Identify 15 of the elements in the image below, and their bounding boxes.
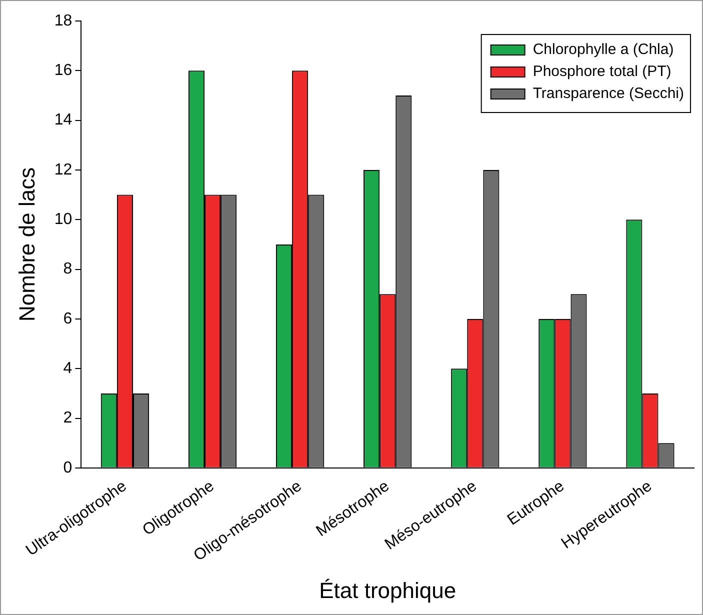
y-tick-label: 12 (54, 161, 72, 178)
y-tick-label: 18 (54, 12, 72, 30)
legend-label: Chlorophylle a (Chla) (532, 41, 674, 58)
y-tick-label: 2 (63, 410, 72, 427)
x-axis-title: État trophique (319, 578, 456, 603)
y-tick-label: 0 (63, 459, 72, 476)
legend-label: Transparence (Secchi) (532, 85, 684, 102)
y-tick-label: 8 (63, 260, 72, 278)
y-tick-label: 16 (54, 62, 72, 80)
legend-label: Phosphore total (PT) (532, 63, 672, 80)
y-tick-label: 6 (63, 310, 72, 328)
y-tick-label: 4 (63, 360, 72, 378)
y-tick-label: 10 (54, 211, 72, 228)
y-axis-title: Nombre de lacs (14, 167, 40, 322)
y-tick-label: 14 (54, 112, 72, 129)
